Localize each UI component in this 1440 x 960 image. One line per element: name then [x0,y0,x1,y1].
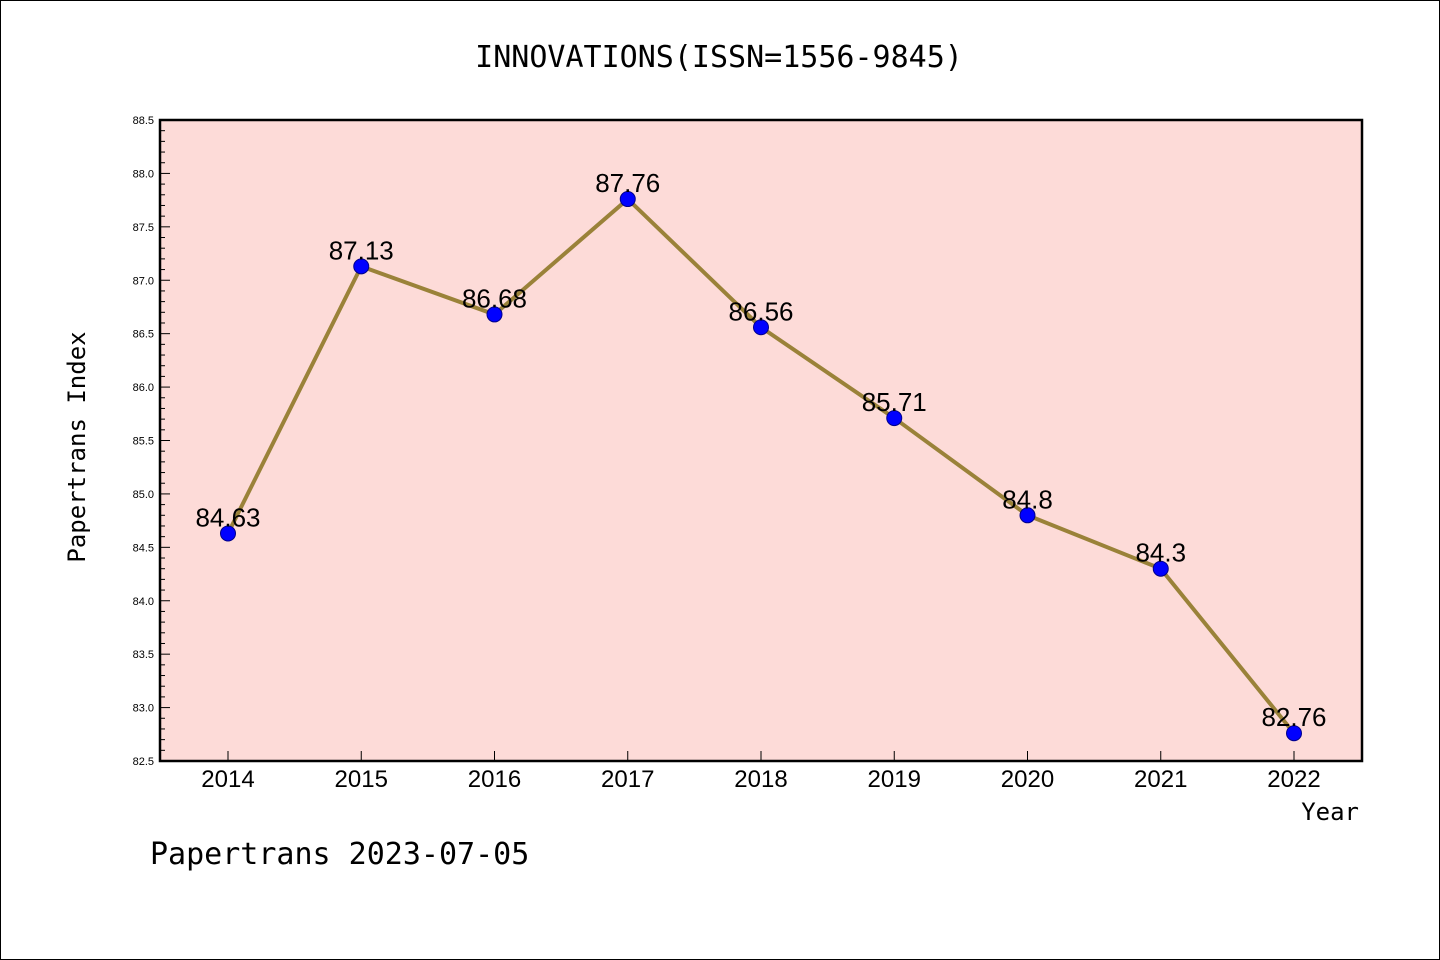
data-markers [220,191,1302,742]
x-tick-label: 2021 [1134,766,1187,793]
chart-title: INNOVATIONS(ISSN=1556-9845) [475,40,963,75]
data-label: 86.56 [728,296,793,326]
data-label: 84.8 [1002,484,1053,514]
x-tick-label: 2014 [201,766,254,793]
data-label: 84.3 [1135,538,1186,568]
data-label: 87.76 [595,168,660,198]
data-point [753,319,769,336]
data-label: 86.68 [462,283,527,313]
x-tick-label: 2022 [1267,766,1320,793]
y-tick-label: 88.5 [133,115,154,127]
y-tick-label: 86.0 [133,382,154,394]
data-point [886,410,903,427]
data-point [486,306,503,323]
y-tick-label: 85.5 [133,436,154,448]
data-point [1286,725,1302,742]
footer-text: Papertrans 2023-07-05 [150,837,529,872]
x-tick-label: 2016 [468,766,521,793]
y-tick-label: 83.5 [133,649,154,661]
data-point [619,191,636,208]
y-axis-label: Papertrans Index [63,331,91,562]
y-tick-label: 84.0 [133,596,154,608]
data-label: 85.71 [862,387,927,417]
plot-frame [158,118,1364,763]
y-tick-label: 88.0 [133,168,154,180]
y-tick-label: 85.0 [133,489,154,501]
y-tick-label: 87.5 [133,222,154,234]
data-point [353,258,370,275]
x-tick-label: 2018 [734,766,787,793]
y-axis: 82.5 83.0 83.5 84.0 84.5 85.0 85.5 86.0 86.5 87.0… [133,115,170,768]
y-tick-label: 82.5 [133,756,154,768]
data-label: 82.76 [1261,702,1326,732]
plot-area [160,120,1362,761]
x-tick-label: 2017 [601,766,654,793]
data-point [1152,560,1169,577]
y-tick-label: 84.5 [133,542,154,554]
x-tick-label: 2020 [1001,766,1054,793]
data-label: 87.13 [329,235,394,265]
data-point [1019,507,1036,524]
x-axis-label: Year [1301,798,1359,826]
y-tick-label: 87.0 [133,275,154,287]
x-tick-label: 2015 [335,766,388,793]
y-tick-label: 83.0 [133,703,154,715]
data-labels: 84.63 87.13 86.68 87.76 86.56 85.71 84.8 84.3 82… [195,168,1326,732]
data-point [220,525,236,542]
x-axis: 2014 2015 2016 2017 2018 2019 2020 2021 2022 [201,751,1321,793]
x-tick-label: 2019 [868,766,921,793]
y-tick-label: 86.5 [133,329,154,341]
data-label: 84.63 [195,502,260,532]
